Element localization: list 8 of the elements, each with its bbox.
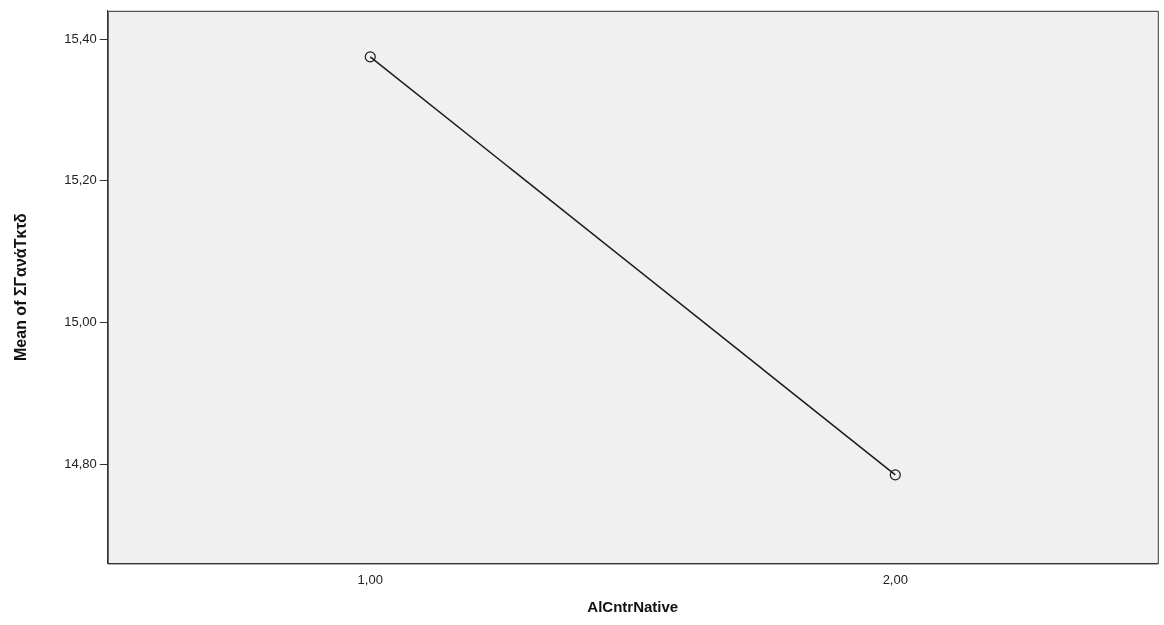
y-axis-title: Mean of ΣΓανάΤκτδ: [12, 212, 30, 361]
y-tick-label: 15,00: [64, 314, 97, 330]
y-tick-label: 15,20: [64, 172, 97, 188]
x-tick-label: 1,00: [357, 571, 383, 587]
x-axis-title: AlCntrNative: [587, 598, 679, 616]
y-tick-label: 14,80: [64, 455, 97, 471]
x-tick-label: 2,00: [882, 571, 908, 587]
y-tick-label: 15,40: [64, 30, 97, 46]
